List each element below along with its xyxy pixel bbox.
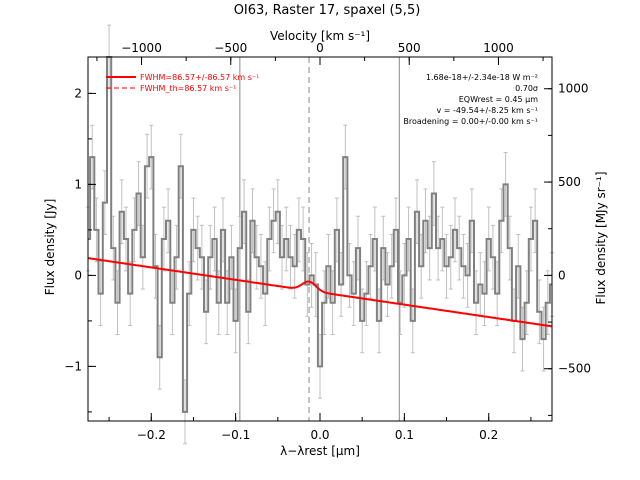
right-tick-label: 0	[558, 268, 566, 282]
fit-annotations: 1.68e-18+/-2.34e-18 W m⁻² 0.70σ EQWrest …	[403, 73, 538, 126]
annotation-broadening: Broadening = 0.00+/-0.00 km s⁻¹	[403, 117, 538, 126]
x-tick-label: 0.0	[310, 428, 329, 442]
annotation-velocity: v = -49.54+/-8.25 km s⁻¹	[436, 106, 538, 115]
y-tick-label: 1	[74, 177, 82, 191]
annotation-line-flux: 1.68e-18+/-2.34e-18 W m⁻²	[426, 73, 538, 82]
x-tick-label: 0.1	[395, 428, 414, 442]
top-tick-label: 500	[398, 41, 421, 55]
y-tick-label: 0	[74, 268, 82, 282]
fit-line	[87, 257, 553, 328]
y-axis-label: Flux density [Jy]	[43, 199, 57, 296]
right-tick-label: 1000	[558, 82, 589, 96]
right-tick-label: −500	[558, 362, 591, 376]
x-tick-label: −0.1	[221, 428, 250, 442]
top-tick-label: 1000	[483, 41, 514, 55]
y-tick-label: 2	[74, 86, 82, 100]
top-tick-label: −1000	[121, 41, 162, 55]
x-axis-label: λ−λrest [μm]	[280, 444, 360, 458]
annotation-eqw: EQWrest = 0.45 μm	[459, 95, 538, 104]
x-tick-label: −0.2	[137, 428, 166, 442]
top-axis-label: Velocity [km s⁻¹]	[270, 29, 370, 43]
annotation-significance: 0.70σ	[515, 84, 538, 93]
legend-fit-label: FWHM=86.57+/-86.57 km s⁻¹	[140, 73, 259, 82]
right-tick-label: 500	[558, 175, 581, 189]
y-tick-label: −1	[64, 359, 82, 373]
legend: FWHM=86.57+/-86.57 km s⁻¹ FWHM_th=86.57 …	[106, 73, 259, 93]
x-tick-label: 0.2	[479, 428, 498, 442]
spectrum-steps	[88, 56, 552, 413]
legend-thermal-label: FWHM_th=86.57 km s⁻¹	[140, 84, 236, 93]
chart-title: OI63, Raster 17, spaxel (5,5)	[234, 3, 421, 18]
top-tick-label: −500	[214, 41, 247, 55]
right-axis-label: Flux density [MJy sr⁻¹]	[594, 171, 608, 304]
top-tick-label: 0	[316, 41, 324, 55]
